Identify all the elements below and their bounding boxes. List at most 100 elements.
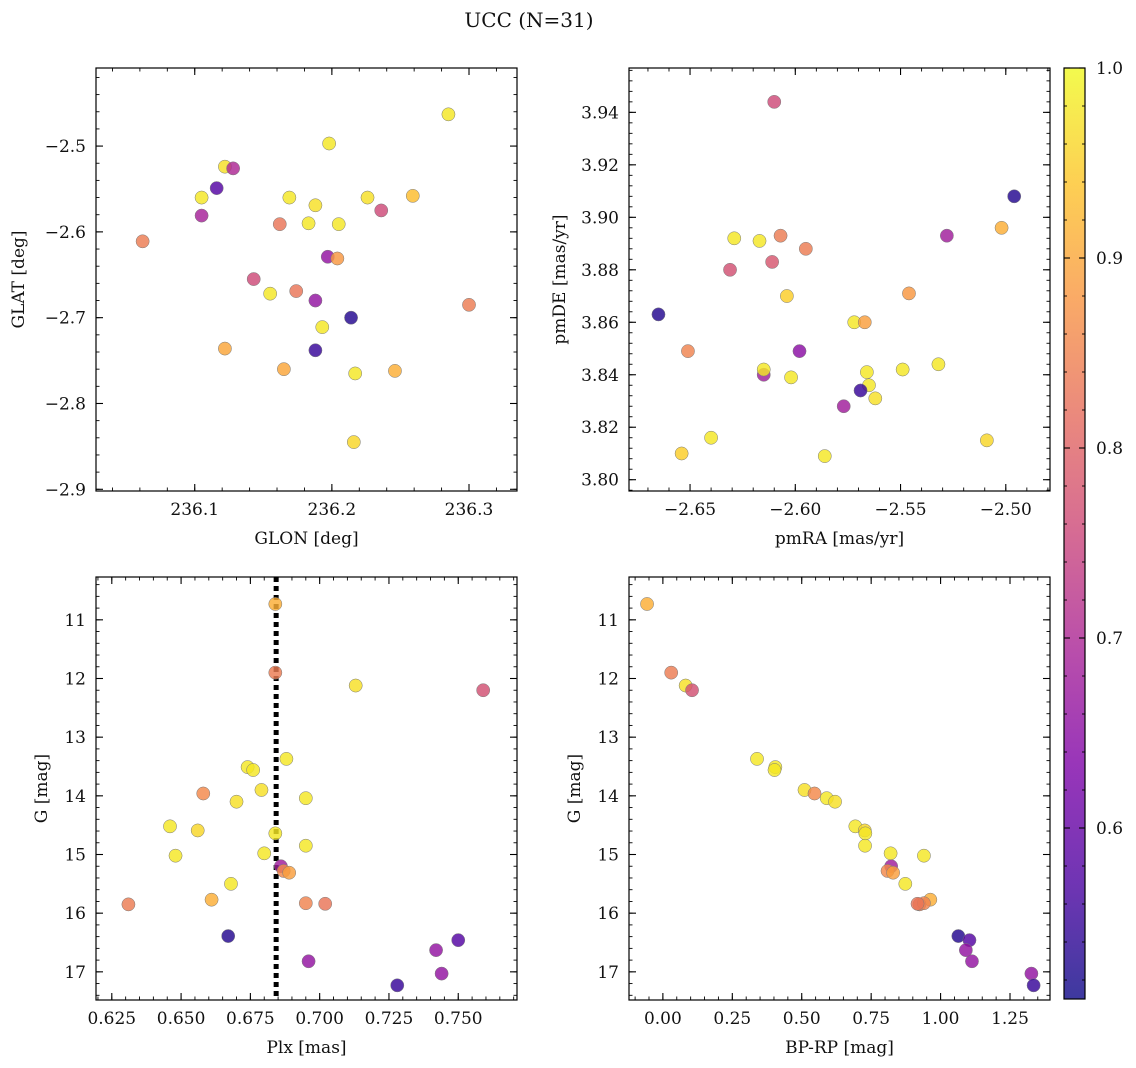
y-tick-label: 16: [64, 904, 86, 924]
scatter-point: [836, 399, 851, 414]
scatter-point: [330, 251, 345, 266]
scatter-point: [681, 344, 695, 358]
scatter-point: [828, 794, 842, 809]
scatter-point: [1007, 189, 1022, 204]
scatter-point: [898, 876, 913, 891]
scatter-point: [254, 783, 269, 797]
scatter-point: [298, 791, 313, 806]
y-tick-label: 3.82: [581, 418, 619, 438]
colorbar-frame: [1063, 67, 1086, 1000]
scatter-point: [674, 446, 689, 461]
x-tick-label: 1.00: [922, 1009, 960, 1029]
scatter-points: [135, 107, 476, 449]
scatter-point: [282, 190, 297, 205]
scatter-point: [268, 665, 283, 680]
colorbar: 0.6 0.7 0.8 0.9 1.0: [1063, 59, 1123, 1000]
y-tick-label: 16: [597, 904, 619, 924]
scatter-point: [727, 231, 742, 246]
scatter-points: [651, 95, 1022, 463]
scatter-point: [931, 357, 946, 372]
scatter-point: [308, 198, 323, 213]
panels: 236.1 236.2 236.3 −2.9 −2.8 −2.7 −2.6 −2.5 GLON …: [9, 67, 1051, 1058]
scatter-point: [388, 364, 402, 378]
scatter-point: [664, 665, 679, 680]
y-tick-label: 3.92: [581, 156, 619, 176]
scatter-point: [980, 433, 994, 448]
colorbar-tick-label: 0.9: [1096, 249, 1123, 269]
scatter-point: [298, 896, 313, 911]
scatter-point: [282, 865, 297, 880]
scatter-point: [322, 136, 336, 151]
axes-frame: [628, 67, 1051, 492]
y-tick-label: 15: [597, 846, 619, 866]
scatter-point: [451, 933, 466, 948]
scatter-point: [476, 683, 491, 698]
scatter-point: [910, 896, 925, 911]
scatter-point: [723, 262, 737, 277]
scatter-point: [374, 203, 389, 218]
scatter-point: [750, 752, 764, 766]
x-tick-label: 0.75: [852, 1009, 890, 1029]
y-tick-label: 14: [597, 787, 619, 807]
y-tick-label: 3.94: [581, 103, 619, 123]
x-tick-label: −2.65: [664, 500, 716, 520]
scatter-point: [209, 181, 224, 195]
scatter-point: [704, 430, 718, 445]
scatter-point: [640, 597, 654, 611]
x-axis-label: GLON [deg]: [254, 529, 358, 549]
x-tick-label: 1.25: [991, 1009, 1029, 1029]
scatter-point: [204, 892, 219, 907]
scatter-point: [301, 954, 316, 969]
y-tick-label: −2.7: [45, 309, 86, 329]
scatter-point: [121, 897, 136, 912]
scatter-point: [194, 190, 209, 205]
scatter-point: [246, 763, 260, 777]
scatter-point: [268, 826, 283, 841]
y-tick-label: 3.88: [581, 261, 619, 281]
scatter-point: [257, 846, 272, 861]
scatter-point: [289, 284, 304, 298]
axes-frame: [628, 576, 1051, 1001]
scatter-points: [121, 597, 491, 993]
x-axis-label: Plx [mas]: [266, 1038, 346, 1058]
scatter-point: [390, 978, 405, 993]
scatter-point: [272, 217, 287, 232]
scatter-point: [279, 752, 294, 766]
y-axis-label: G [mag]: [565, 754, 585, 823]
scatter-point: [246, 272, 261, 286]
scatter-point: [883, 846, 898, 861]
scatter-point: [959, 943, 973, 957]
y-tick-label: 3.86: [581, 313, 619, 333]
scatter-point: [780, 289, 794, 303]
scatter-point: [308, 343, 323, 358]
scatter-point: [940, 228, 954, 243]
colorbar-tick-label: 0.7: [1096, 629, 1123, 649]
x-tick-label: 236.2: [308, 500, 357, 520]
scatter-point: [301, 216, 316, 231]
scatter-point: [277, 362, 291, 377]
scatter-point: [194, 208, 209, 223]
x-tick-label: 0.25: [713, 1009, 751, 1029]
scatter-point: [886, 865, 900, 880]
scatter-point: [344, 310, 358, 325]
scatter-point: [902, 286, 916, 301]
scatter-point: [441, 107, 456, 122]
x-axis-label: pmRA [mas/yr]: [775, 529, 904, 549]
scatter-point: [429, 943, 443, 957]
scatter-point: [765, 255, 779, 269]
y-tick-label: −2.6: [45, 223, 86, 243]
y-tick-label: 11: [64, 611, 86, 631]
scatter-point: [168, 848, 183, 863]
scatter-point: [348, 678, 363, 693]
scatter-point: [853, 383, 868, 398]
scatter-point: [221, 929, 236, 943]
scatter-point: [858, 826, 873, 841]
scatter-point: [263, 286, 278, 301]
scatter-point: [298, 838, 313, 853]
y-axis-label: GLAT [deg]: [9, 230, 29, 328]
scatter-point: [308, 293, 323, 308]
colorbar-ticks: 0.6 0.7 0.8 0.9 1.0: [1064, 59, 1123, 981]
scatter-point: [773, 228, 788, 243]
x-tick-label: 0.625: [87, 1009, 136, 1029]
